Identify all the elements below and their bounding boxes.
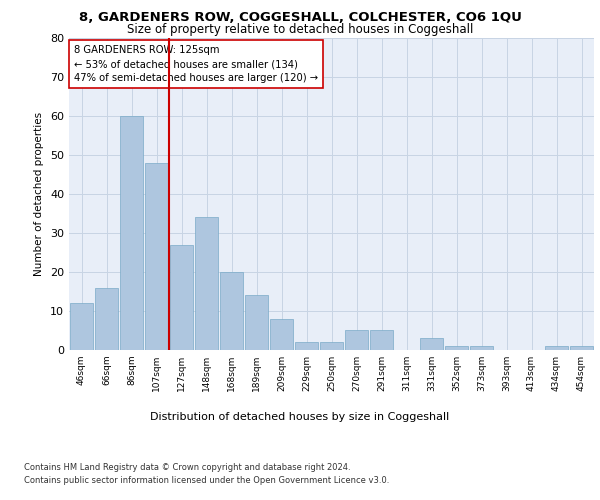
Bar — [295, 342, 318, 350]
Text: Contains HM Land Registry data © Crown copyright and database right 2024.: Contains HM Land Registry data © Crown c… — [24, 462, 350, 471]
Bar — [420, 338, 443, 350]
Bar — [545, 346, 568, 350]
Bar — [220, 272, 243, 350]
Bar — [345, 330, 368, 350]
Y-axis label: Number of detached properties: Number of detached properties — [34, 112, 44, 276]
Bar — [145, 162, 168, 350]
Text: Contains public sector information licensed under the Open Government Licence v3: Contains public sector information licen… — [24, 476, 389, 485]
Bar — [170, 244, 193, 350]
Bar — [570, 346, 593, 350]
Bar — [370, 330, 393, 350]
Bar — [95, 288, 118, 350]
Bar — [320, 342, 343, 350]
Bar — [445, 346, 468, 350]
Text: 8, GARDENERS ROW, COGGESHALL, COLCHESTER, CO6 1QU: 8, GARDENERS ROW, COGGESHALL, COLCHESTER… — [79, 11, 521, 24]
Bar — [245, 296, 268, 350]
Bar — [470, 346, 493, 350]
Bar — [70, 303, 93, 350]
Bar — [195, 217, 218, 350]
Text: Distribution of detached houses by size in Coggeshall: Distribution of detached houses by size … — [151, 412, 449, 422]
Bar — [270, 319, 293, 350]
Bar — [120, 116, 143, 350]
Text: Size of property relative to detached houses in Coggeshall: Size of property relative to detached ho… — [127, 22, 473, 36]
Text: 8 GARDENERS ROW: 125sqm
← 53% of detached houses are smaller (134)
47% of semi-d: 8 GARDENERS ROW: 125sqm ← 53% of detache… — [74, 46, 319, 84]
